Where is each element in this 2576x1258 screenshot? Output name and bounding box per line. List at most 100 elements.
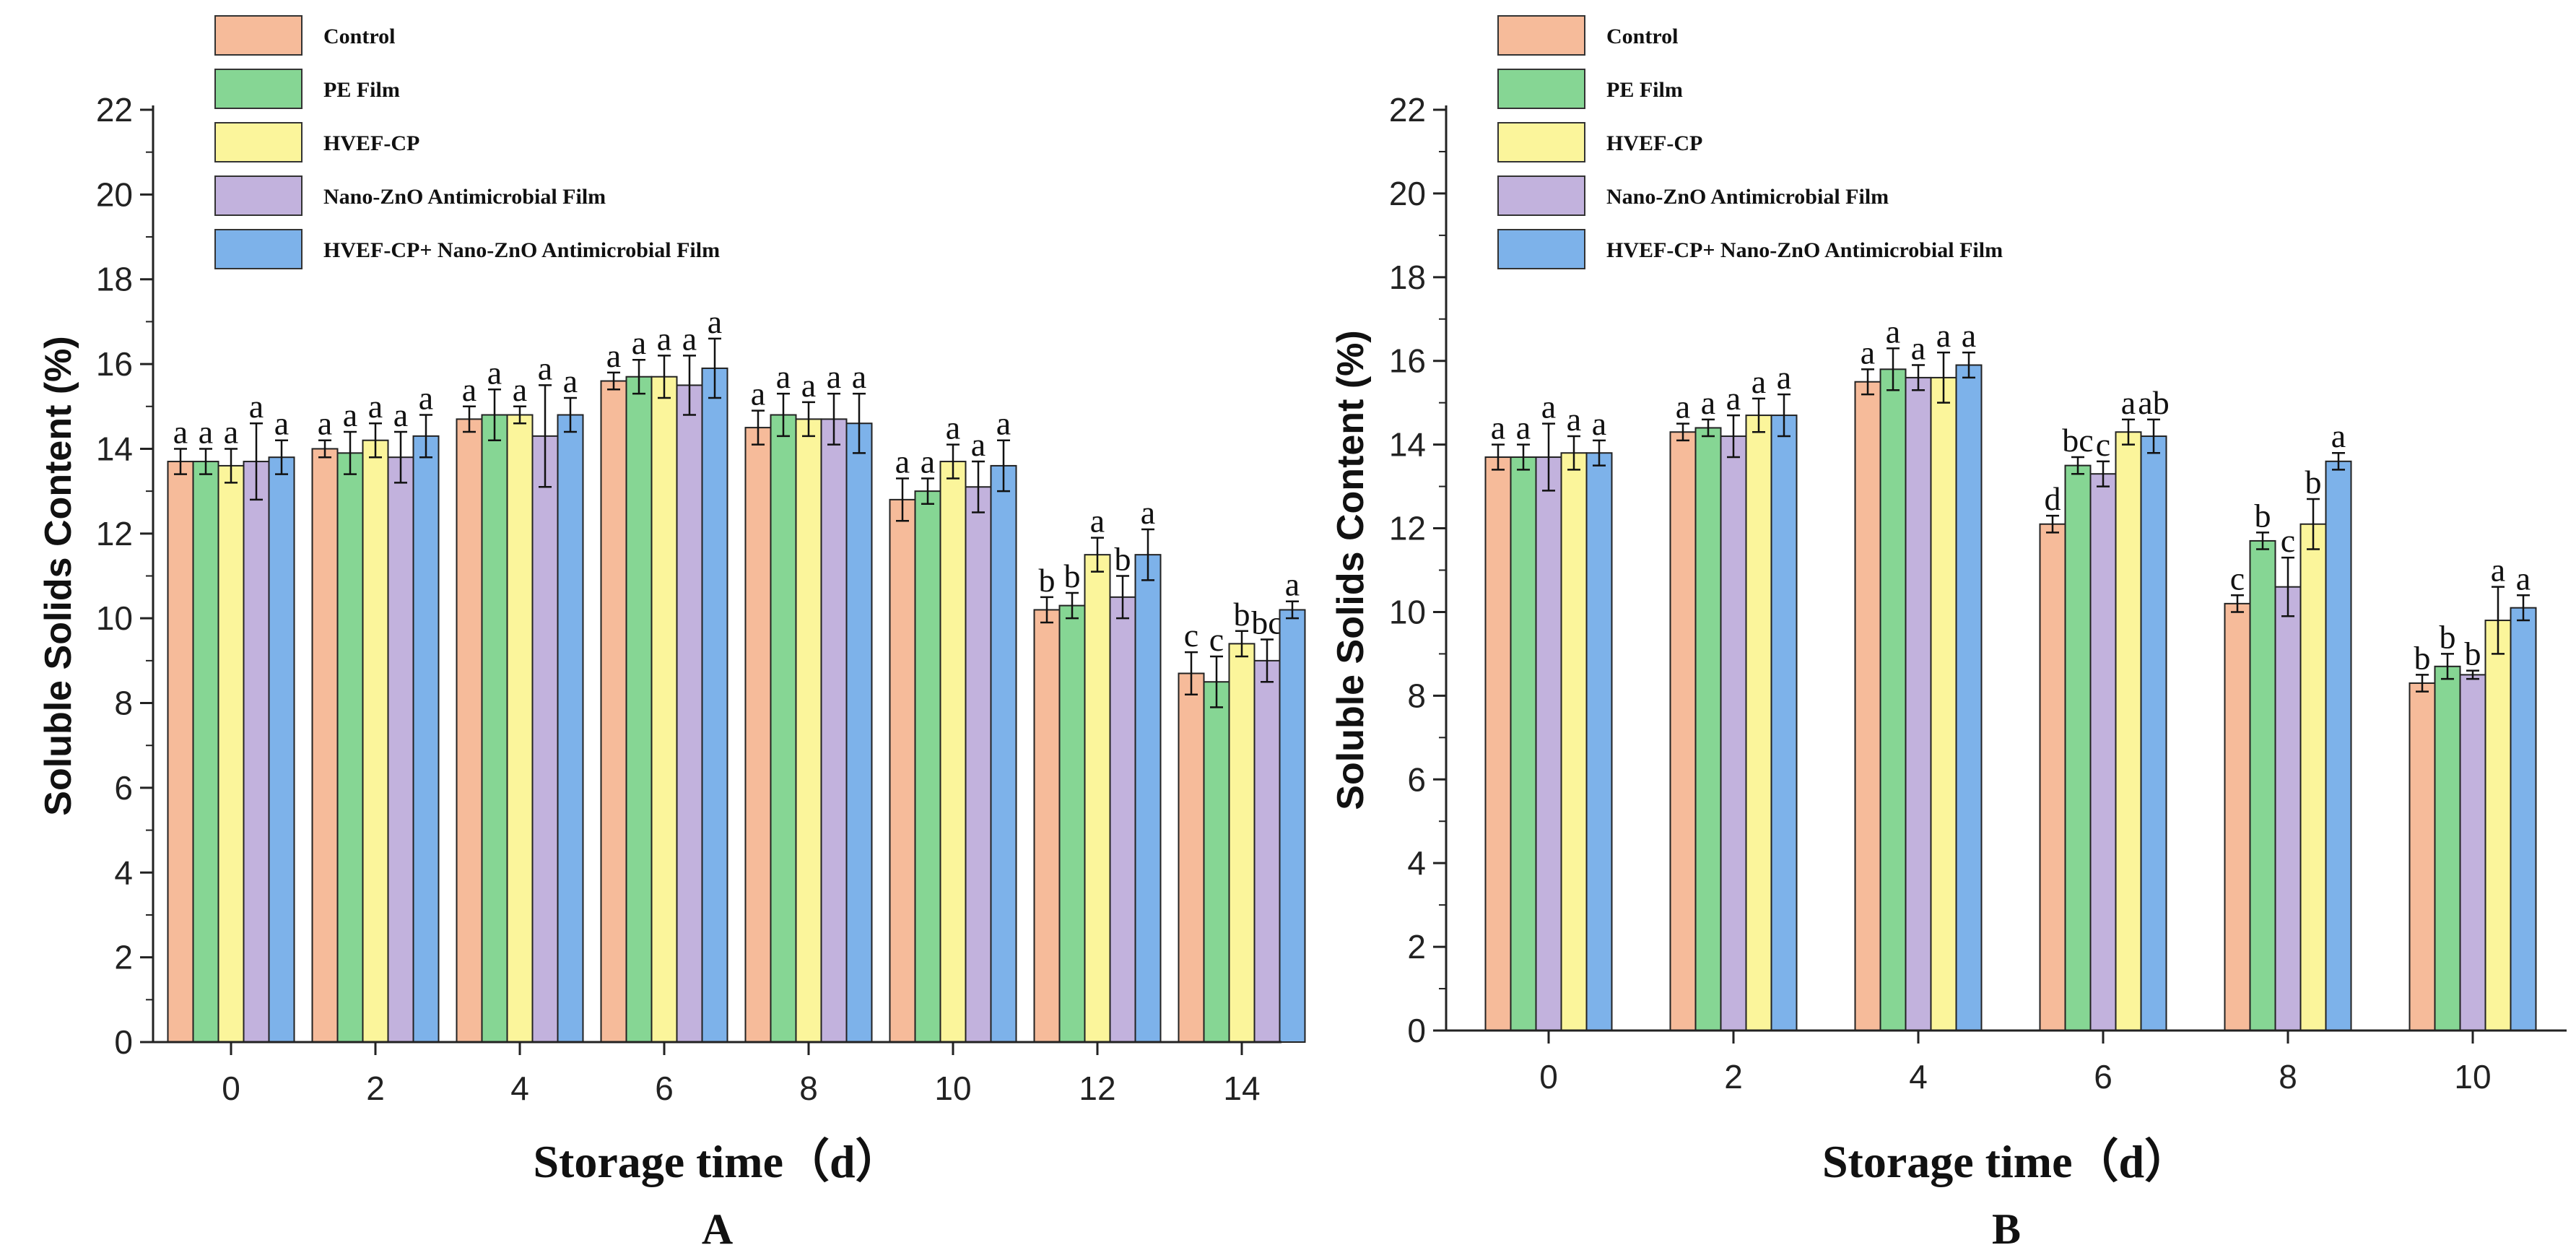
panel-b-bar <box>2274 586 2302 1031</box>
panel-b-significance-label: a <box>1567 401 1581 438</box>
panel-a-x-tick-label: 2 <box>366 1070 385 1107</box>
panel-b-y-tick-label: 14 <box>1389 426 1426 464</box>
panel-a-significance-label: a <box>895 443 910 480</box>
panel-a-bar <box>914 490 941 1043</box>
panel-a-significance-label: b <box>1039 562 1056 599</box>
panel-a-bar <box>217 464 245 1043</box>
panel-a-significance-label: a <box>419 380 433 417</box>
panel-a-legend-label: Nano-ZnO Antimicrobial Film <box>323 185 606 209</box>
panel-a-bar <box>481 414 508 1043</box>
panel-b-y-tick-label: 20 <box>1389 175 1426 212</box>
panel-b-bar <box>2484 620 2512 1031</box>
panel-a-x-tick-label: 14 <box>1223 1070 1260 1107</box>
panel-a-bar <box>1134 554 1162 1043</box>
panel-a-significance-label: a <box>682 320 697 357</box>
panel-a-y-tick-label: 22 <box>96 91 133 129</box>
panel-b-significance-label: bc <box>2062 422 2093 459</box>
panel-b-x-tick-label: 6 <box>2094 1058 2112 1096</box>
panel-a-significance-label: a <box>606 337 621 374</box>
panel-b-significance-label: a <box>2491 552 2505 589</box>
panel-b-bar <box>1669 431 1697 1031</box>
panel-b-legend-swatch <box>1497 229 1585 269</box>
panel-b-x-tick-label: 4 <box>1909 1058 1928 1096</box>
panel-a-x-tick-label: 6 <box>655 1070 674 1107</box>
panel-a-legend-swatch <box>214 175 303 216</box>
panel-a-legend-swatch <box>214 122 303 162</box>
panel-a-significance-label: a <box>487 354 502 391</box>
panel-a-bar <box>889 498 916 1043</box>
panel-b-bar <box>1930 376 1957 1031</box>
panel-a-significance-label: a <box>827 358 841 395</box>
panel-b-significance-label: a <box>1936 317 1951 354</box>
panel-b-significance-label: c <box>2096 426 2110 463</box>
panel-a-bar <box>387 456 414 1043</box>
panel-a-y-tick-label: 0 <box>114 1023 133 1061</box>
panel-b-bar <box>1535 456 1562 1031</box>
panel-a-significance-label: a <box>657 320 671 357</box>
panel-a-x-tick-label: 12 <box>1079 1070 1115 1107</box>
panel-b-y-tick-label: 2 <box>1407 928 1426 966</box>
panel-a-bar <box>625 376 653 1043</box>
panel-a-significance-label: a <box>1285 566 1300 603</box>
panel-a-label: A <box>702 1205 733 1253</box>
panel-a-significance-label: bc <box>1251 604 1282 641</box>
panel-b-significance-label: b <box>2414 639 2431 676</box>
panel-b-x-tick-label: 10 <box>2454 1058 2491 1096</box>
panel-a-significance-label: a <box>852 358 866 395</box>
panel-b-y-tick-label: 12 <box>1389 510 1426 547</box>
panel-b-legend-label: HVEF-CP+ Nano-ZnO Antimicrobial Film <box>1606 238 2003 262</box>
panel-a-legend-swatch <box>214 15 303 56</box>
panel-a-bar <box>336 452 364 1043</box>
panel-a-x-tick-label: 10 <box>934 1070 971 1107</box>
panel-b-y-tick-label: 4 <box>1407 844 1426 882</box>
panel-b-legend-label: PE Film <box>1606 78 1683 102</box>
panel-b-significance-label: c <box>2230 560 2245 597</box>
panel-b-significance-label: a <box>1676 389 1690 425</box>
panel-b-bar <box>2409 682 2436 1032</box>
panel-a-bar <box>770 414 797 1043</box>
panel-a-significance-label: a <box>971 426 985 463</box>
panel-a-bar <box>650 376 678 1043</box>
panel-a-significance-label: a <box>462 371 477 408</box>
panel-a-legend-label: HVEF-CP+ Nano-ZnO Antimicrobial Film <box>323 238 720 262</box>
panel-b-significance-label: a <box>1541 389 1556 425</box>
panel-a-y-tick-label: 10 <box>96 599 133 637</box>
panel-b-significance-label: b <box>2255 497 2271 534</box>
panel-b-bar <box>1745 415 1772 1031</box>
panel-b-bar <box>1770 415 1798 1031</box>
panel-a-bar <box>795 418 822 1043</box>
panel-b-significance-label: a <box>1752 363 1766 400</box>
panel-a-bar <box>192 461 219 1043</box>
panel-a-bar <box>701 367 728 1043</box>
panel-a-bar <box>506 414 534 1043</box>
panel-a-significance-label: a <box>996 405 1011 442</box>
panel-a-bar <box>557 414 584 1043</box>
panel-b-bar <box>2325 460 2352 1031</box>
panel-a-bar <box>1253 659 1281 1043</box>
panel-b-significance-label: b <box>2465 635 2481 672</box>
panel-a-bar <box>1178 672 1205 1044</box>
panel-a-x-tick-label: 8 <box>799 1070 818 1107</box>
panel-b-significance-label: b <box>2305 464 2322 500</box>
panel-a-bar <box>311 448 339 1043</box>
panel-b-y-tick-label: 0 <box>1407 1012 1426 1049</box>
panel-b-bar <box>2249 539 2276 1031</box>
panel-a-significance-label: a <box>318 405 332 442</box>
panel-b-significance-label: a <box>1592 405 1606 442</box>
panel-a-bar <box>600 380 627 1043</box>
panel-b-bar <box>1585 452 1613 1031</box>
panel-a-significance-label: a <box>946 409 960 446</box>
panel-a-bar <box>965 486 992 1043</box>
panel-b-legend-swatch <box>1497 175 1585 216</box>
panel-a-significance-label: a <box>1090 503 1105 539</box>
panel-a-significance-label: a <box>343 396 357 433</box>
panel-b-bar <box>2434 665 2461 1032</box>
panel-b-significance-label: a <box>1886 313 1900 350</box>
panel-a-significance-label: c <box>1209 621 1224 658</box>
panel-b-significance-label: a <box>1516 409 1531 446</box>
panel-b-significance-label: a <box>1491 409 1505 446</box>
panel-b-y-axis-title: Soluble Solids Content (%) <box>1330 330 1372 810</box>
panel-a-bar <box>939 461 967 1043</box>
panel-a-bar <box>676 384 703 1043</box>
